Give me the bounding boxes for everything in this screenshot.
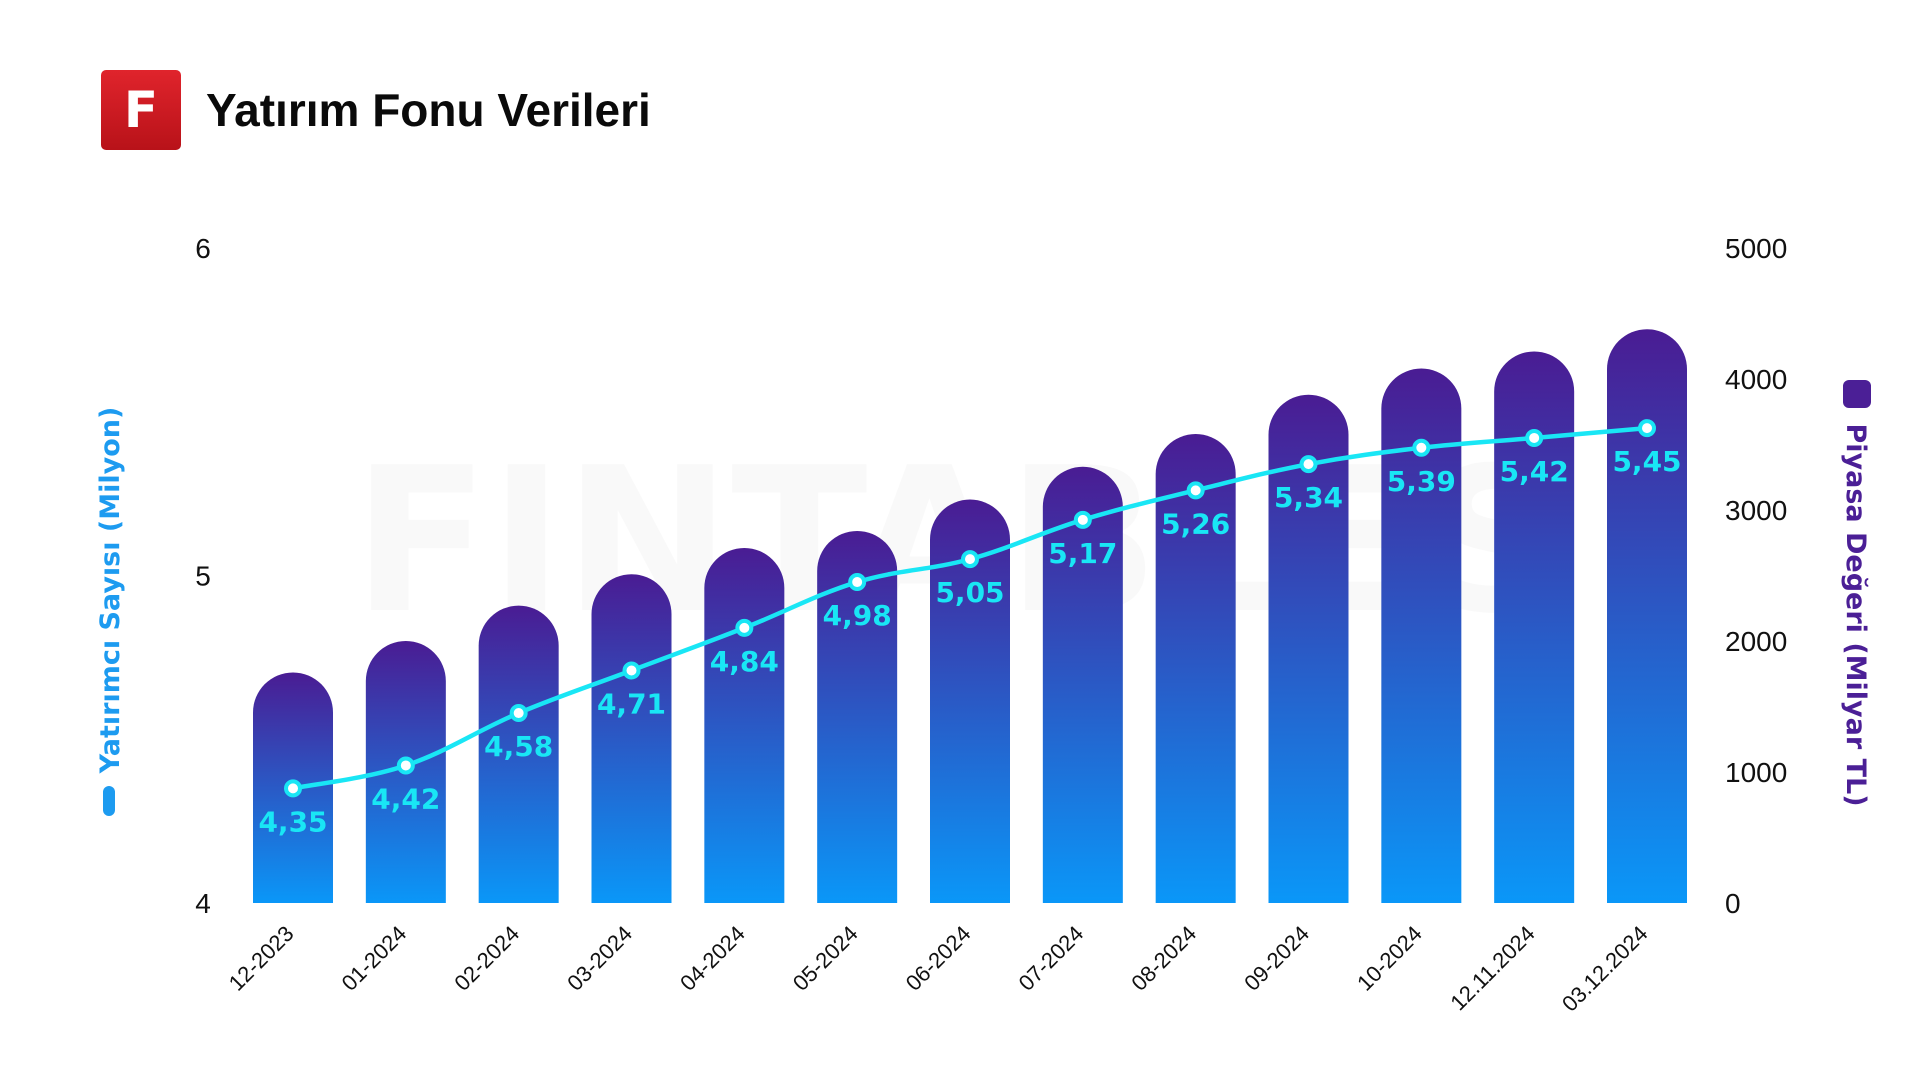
- left-tick-label: 4: [195, 888, 211, 919]
- line-point-12-2023: [284, 779, 302, 798]
- right-tick-label: 3000: [1725, 495, 1787, 526]
- data-label: 5,45: [1612, 445, 1681, 478]
- right-axis-ticks: 0 1000 2000 3000 4000 5000: [1725, 233, 1787, 919]
- logo: F: [101, 70, 181, 150]
- data-label: 5,39: [1387, 465, 1456, 498]
- data-label: 5,42: [1500, 455, 1569, 488]
- x-tick-label: 01-2024: [337, 921, 412, 996]
- right-tick-label: 1000: [1725, 757, 1787, 788]
- line-point-08-2024: [1186, 481, 1205, 500]
- data-label: 4,98: [823, 599, 892, 632]
- x-tick-label: 03-2024: [562, 921, 637, 996]
- line-point-01-2024: [396, 756, 415, 775]
- line-point-04-2024: [735, 618, 754, 637]
- logo-letter: F: [123, 81, 159, 139]
- line-series-group: [284, 419, 1656, 798]
- line-point-03.12.2024: [1638, 419, 1656, 438]
- bar-03-2024: [591, 574, 672, 903]
- left-axis-ticks: 4 5 6: [195, 233, 211, 919]
- left-tick-label: 6: [195, 233, 211, 264]
- bar-04-2024: [704, 547, 785, 903]
- right-tick-label: 4000: [1725, 364, 1787, 395]
- line-point-02-2024: [509, 704, 528, 723]
- right-axis-title: Piyasa Değeri (Milyar TL): [1840, 423, 1871, 806]
- data-label: 5,17: [1048, 537, 1117, 570]
- line-point-09-2024: [1299, 455, 1318, 474]
- bar-02-2024: [478, 605, 559, 903]
- right-axis-legend-marker: [1843, 380, 1871, 408]
- data-label: 5,26: [1161, 507, 1230, 540]
- data-label: 4,35: [258, 805, 327, 838]
- x-tick-label: 03.12.2024: [1557, 921, 1653, 1017]
- data-label: 5,05: [935, 576, 1004, 609]
- line-point-10-2024: [1412, 438, 1431, 457]
- bar-12.11.2024: [1494, 351, 1575, 903]
- line-point-06-2024: [961, 550, 979, 569]
- data-label: 5,34: [1274, 481, 1343, 514]
- left-axis-title-group: Yatırımcı Sayısı (Milyon): [95, 407, 126, 816]
- left-axis-legend-marker: [103, 786, 115, 816]
- header: F Yatırım Fonu Verileri: [101, 70, 651, 150]
- bar-06-2024: [930, 499, 1010, 903]
- bar-05-2024: [817, 530, 898, 903]
- x-axis-ticks: 12-2023 01-2024 02-2024 03-2024 04-2024 05-20…: [224, 921, 1653, 1017]
- bars-group: [253, 329, 1687, 904]
- data-label: 4,58: [484, 730, 553, 763]
- data-label: 4,71: [597, 687, 666, 720]
- x-tick-label: 05-2024: [788, 921, 863, 996]
- x-tick-label: 08-2024: [1126, 921, 1201, 996]
- x-tick-label: 10-2024: [1352, 921, 1427, 996]
- page-title: Yatırım Fonu Verileri: [206, 84, 651, 136]
- line-point-03-2024: [622, 661, 641, 680]
- bar-07-2024: [1042, 466, 1123, 903]
- line-point-12.11.2024: [1525, 428, 1544, 447]
- line-point-07-2024: [1073, 510, 1092, 529]
- line-point-05-2024: [848, 573, 867, 592]
- right-tick-label: 5000: [1725, 233, 1787, 264]
- x-tick-label: 12-2023: [224, 921, 299, 996]
- bar-08-2024: [1155, 434, 1236, 903]
- x-tick-label: 06-2024: [901, 921, 976, 996]
- x-tick-label: 07-2024: [1014, 921, 1089, 996]
- data-label: 4,84: [710, 645, 779, 678]
- x-tick-label: 12.11.2024: [1445, 921, 1539, 1015]
- left-axis-title: Yatırımcı Sayısı (Milyon): [95, 407, 126, 775]
- bar-09-2024: [1268, 394, 1349, 903]
- data-labels-group: 4,35 4,42 4,58 4,71 4,84 4,98 5,05 5,17 5,26 5,34…: [258, 445, 1681, 838]
- x-tick-label: 09-2024: [1239, 921, 1314, 996]
- right-axis-title-group: Piyasa Değeri (Milyar TL): [1840, 380, 1871, 807]
- left-tick-label: 5: [195, 561, 211, 592]
- right-tick-label: 2000: [1725, 626, 1787, 657]
- x-tick-label: 04-2024: [675, 921, 750, 996]
- data-label: 4,42: [371, 782, 440, 815]
- right-tick-label: 0: [1725, 888, 1741, 919]
- bar-03.12.2024: [1607, 329, 1687, 904]
- bar-10-2024: [1381, 368, 1462, 903]
- x-tick-label: 02-2024: [449, 921, 524, 996]
